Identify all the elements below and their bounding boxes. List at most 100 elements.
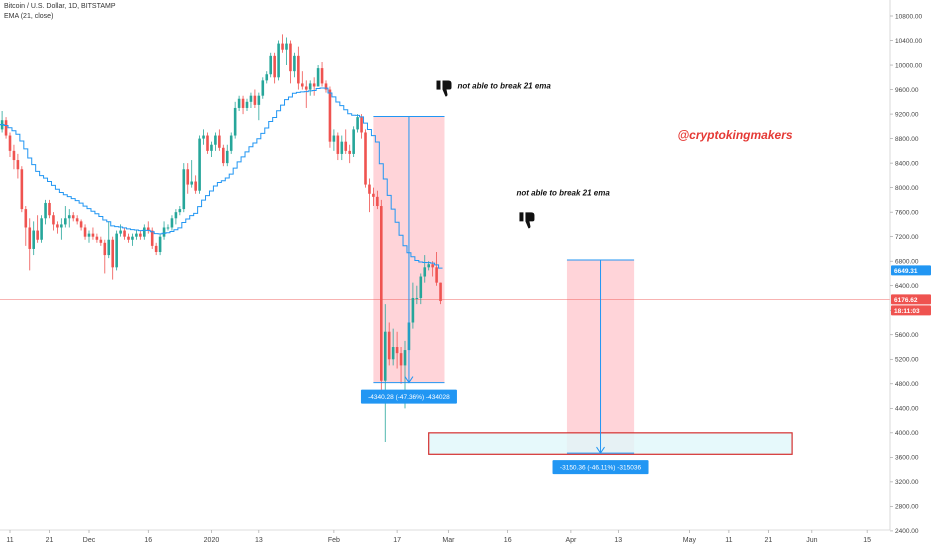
- candle: [166, 224, 170, 231]
- candle-body: [218, 135, 221, 148]
- candle-body: [348, 150, 351, 154]
- candle: [123, 227, 126, 240]
- candle-body: [20, 169, 24, 210]
- measure-label-1: -4340.28 (-47.36%) -434028: [368, 394, 450, 401]
- candle-body: [182, 169, 186, 210]
- candle-body: [297, 55, 300, 84]
- candle: [202, 129, 205, 145]
- candle-body: [44, 202, 47, 219]
- x-tick-label: May: [683, 537, 697, 544]
- price-label-bg: [891, 305, 931, 316]
- candle: [91, 227, 95, 240]
- candle-body: [32, 230, 35, 249]
- candle-body: [269, 55, 272, 75]
- arrow-down-icon: [404, 376, 414, 384]
- x-tick-label: 13: [614, 537, 622, 544]
- candle: [273, 52, 276, 84]
- candle: [380, 199, 383, 390]
- y-tick-label: 10400.00: [895, 38, 922, 45]
- candle-body: [304, 86, 308, 90]
- candle-body: [146, 227, 150, 231]
- candle-body: [79, 221, 83, 228]
- candle: [387, 322, 391, 366]
- candle-body: [75, 218, 79, 222]
- candle: [344, 129, 348, 154]
- y-tick-label: 7600.00: [895, 209, 919, 216]
- candle-body: [28, 227, 32, 249]
- candle: [60, 218, 63, 240]
- candle: [376, 190, 379, 210]
- candle: [285, 37, 288, 66]
- candle: [174, 209, 178, 225]
- candle: [301, 71, 304, 90]
- thumb-cuff: [519, 212, 524, 222]
- candle-body: [431, 264, 434, 268]
- candle: [332, 129, 336, 151]
- indicator-legend-ema[interactable]: EMA (21, close): [4, 13, 54, 20]
- measure-label-2: -3150.36 (-46.11%) -315036: [560, 465, 642, 472]
- candle-body: [198, 138, 201, 191]
- candle: [95, 233, 99, 243]
- y-tick-label: 9200.00: [895, 111, 919, 118]
- candle-body: [123, 230, 126, 237]
- candle-body: [352, 129, 355, 154]
- candle-body: [237, 98, 241, 108]
- candle: [328, 86, 332, 148]
- candle-body: [435, 267, 438, 283]
- candle: [32, 221, 35, 256]
- candle: [178, 206, 182, 216]
- candle-body: [48, 202, 51, 216]
- y-tick-label: 4800.00: [895, 381, 919, 388]
- candle-body: [376, 196, 379, 207]
- candle: [336, 132, 340, 161]
- measure-label-bg: [552, 460, 649, 475]
- thumb-hand: [441, 80, 452, 97]
- candle: [36, 215, 39, 243]
- candle-body: [210, 144, 213, 151]
- candle-body: [344, 141, 348, 151]
- candle-body: [166, 227, 170, 229]
- candle-body: [214, 135, 217, 145]
- candle: [439, 282, 442, 305]
- y-tick-label: 6800.00: [895, 259, 919, 266]
- candle: [257, 92, 261, 121]
- candle: [411, 282, 415, 329]
- price-label-1: 6649.31: [894, 268, 918, 275]
- candle: [150, 227, 154, 249]
- y-tick-label: 5600.00: [895, 332, 919, 339]
- candle-body: [253, 95, 257, 105]
- candle-body: [372, 193, 375, 197]
- candle-body: [95, 236, 99, 240]
- candle: [170, 215, 174, 231]
- y-tick-label: 9600.00: [895, 87, 919, 94]
- candle: [67, 209, 71, 228]
- support-zone[interactable]: [428, 432, 793, 455]
- y-tick-label: 4000.00: [895, 430, 919, 437]
- candle-body: [24, 209, 28, 228]
- candle-body: [36, 230, 39, 240]
- candle-body: [135, 233, 138, 237]
- candle-body: [52, 215, 55, 225]
- candle-body: [324, 83, 328, 90]
- candle-body: [111, 239, 114, 268]
- measure-label-bg: [360, 389, 457, 404]
- candle-body: [143, 227, 146, 237]
- candle-body: [312, 83, 316, 87]
- candle: [4, 117, 8, 139]
- annotation-text-1: not able to break 21 ema: [458, 82, 552, 91]
- candle: [348, 144, 351, 164]
- candle: [304, 80, 308, 108]
- candle: [297, 46, 300, 90]
- candle: [28, 218, 32, 271]
- candle: [253, 89, 257, 108]
- candle: [261, 77, 265, 99]
- candle: [79, 219, 83, 231]
- candle: [0, 111, 4, 133]
- price-label-2: 6176.62: [894, 297, 918, 304]
- candle: [131, 233, 134, 246]
- watermark-text: @cryptokingmakers: [677, 128, 792, 142]
- candle-body: [328, 89, 332, 142]
- candle-body: [245, 101, 249, 108]
- candle-body: [186, 169, 190, 185]
